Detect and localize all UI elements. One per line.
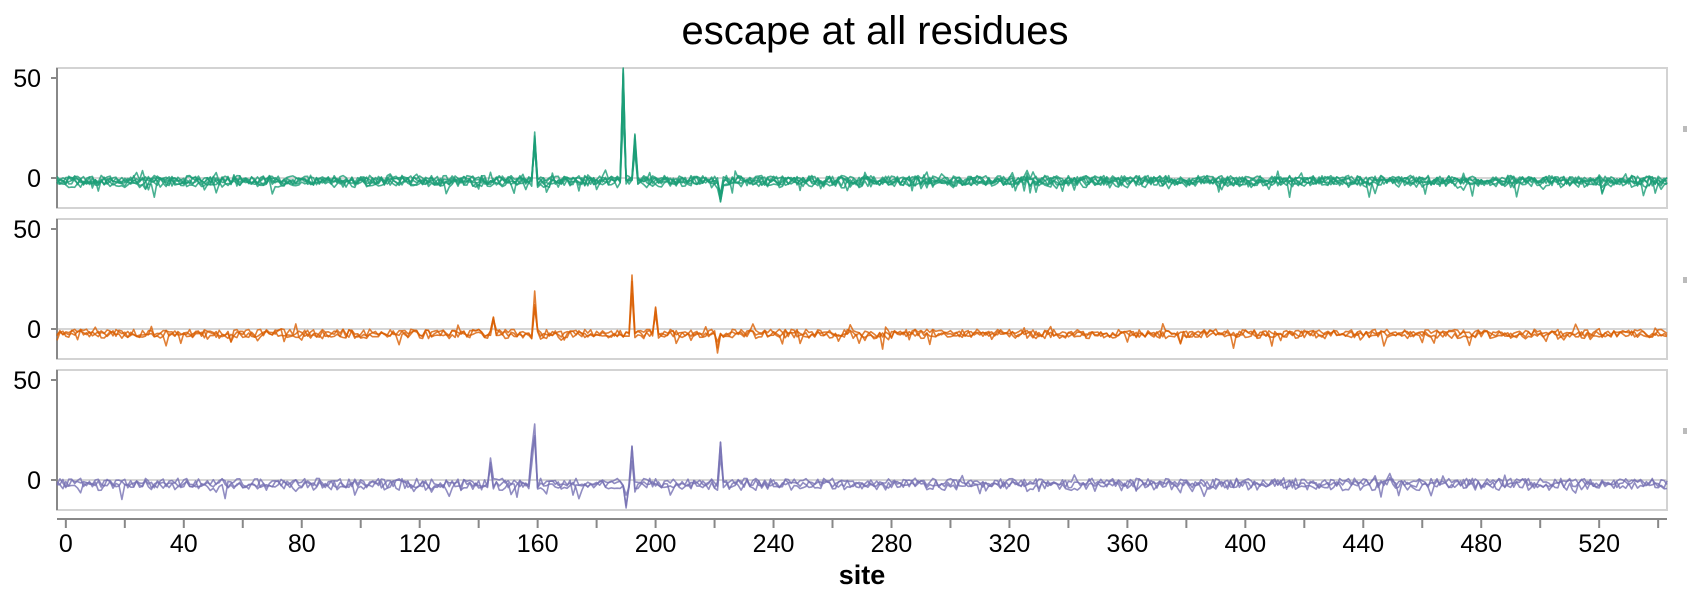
x-tick-label: 400: [1224, 530, 1266, 558]
y-tick-label: 50: [13, 65, 41, 93]
x-tick-label: 440: [1342, 530, 1384, 558]
x-axis-title: site: [839, 560, 886, 590]
series-line: [57, 73, 1667, 194]
x-tick-label: 480: [1460, 530, 1502, 558]
x-tick-label: 120: [399, 530, 441, 558]
series-line: [57, 424, 1667, 508]
x-tick-label: 360: [1107, 530, 1149, 558]
y-tick-label: 0: [27, 316, 41, 344]
x-tick-label: 160: [517, 530, 559, 558]
x-tick-label: 40: [170, 530, 198, 558]
x-tick-label: 520: [1578, 530, 1620, 558]
x-tick-label: 0: [59, 530, 73, 558]
facet-label-marker: [1683, 126, 1687, 132]
facet-panel-2: 0 50: [13, 216, 1687, 359]
x-tick-label: 320: [989, 530, 1031, 558]
series-line: [57, 117, 1667, 201]
series-line: [57, 294, 1667, 349]
facet-label-marker: [1683, 277, 1687, 283]
x-tick-label: 80: [288, 530, 316, 558]
x-tick-label: 200: [635, 530, 677, 558]
x-tick-label: 280: [871, 530, 913, 558]
facets: 0 50 0 50 0 50: [13, 65, 1687, 510]
y-tick-label: 0: [27, 467, 41, 495]
facet-label-marker: [1683, 428, 1687, 434]
y-tick-label: 0: [27, 165, 41, 193]
y-tick-label: 50: [13, 367, 41, 395]
x-axis: 0 40 80 120 160 200 240 280 320 360 400 440 480 520: [57, 519, 1667, 558]
series-line: [57, 436, 1667, 500]
series-line: [57, 69, 1667, 194]
x-tick-label: 240: [753, 530, 795, 558]
chart-title: escape at all residues: [682, 9, 1069, 53]
facet-panel-3: 0 50: [13, 367, 1687, 510]
series-line: [57, 437, 1667, 505]
series-line: [57, 275, 1667, 353]
facet-panel-1: 0 50: [13, 65, 1687, 208]
y-tick-label: 50: [13, 216, 41, 244]
